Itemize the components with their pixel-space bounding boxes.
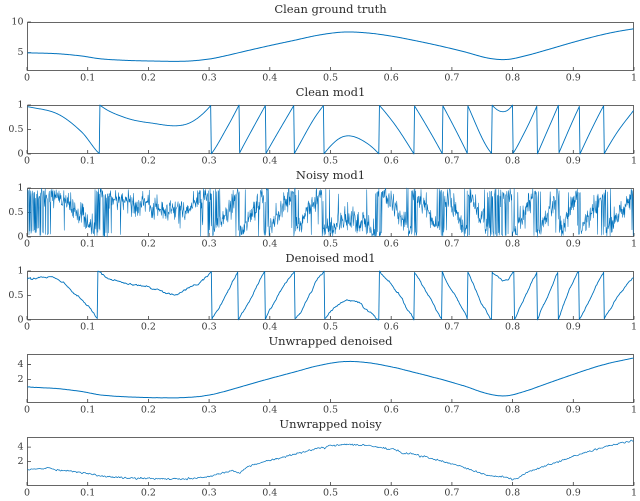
subplot-clean-ground-truth: Clean ground truth xyxy=(0,2,640,85)
subplot-noisy-mod1: Noisy mod1 xyxy=(0,168,640,251)
noisy-mod1-canvas xyxy=(0,183,640,251)
plot-title-unwrapped-denoised: Unwrapped denoised xyxy=(268,334,393,348)
subplot-unwrapped-denoised: Unwrapped denoised xyxy=(0,334,640,417)
unwrapped-noisy-canvas xyxy=(0,432,640,500)
plot-title-clean-mod1: Clean mod1 xyxy=(295,85,366,99)
plot-title-unwrapped-noisy: Unwrapped noisy xyxy=(279,417,382,431)
subplot-unwrapped-noisy: Unwrapped noisy xyxy=(0,417,640,500)
denoised-mod1-canvas xyxy=(0,266,640,334)
subplot-clean-mod1: Clean mod1 xyxy=(0,85,640,168)
subplot-denoised-mod1: Denoised mod1 xyxy=(0,251,640,334)
unwrapped-denoised-canvas xyxy=(0,349,640,417)
clean-mod1-canvas xyxy=(0,100,640,168)
plot-title-denoised-mod1: Denoised mod1 xyxy=(285,251,376,265)
clean-ground-truth-canvas xyxy=(0,17,640,85)
plot-title-clean-ground-truth: Clean ground truth xyxy=(274,2,387,16)
plot-title-noisy-mod1: Noisy mod1 xyxy=(295,168,366,182)
